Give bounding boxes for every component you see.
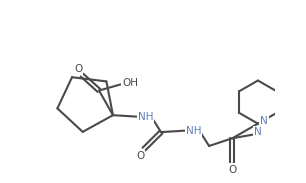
Text: NH: NH: [186, 126, 201, 136]
Text: O: O: [228, 165, 237, 175]
Text: N: N: [254, 127, 262, 137]
Text: OH: OH: [122, 78, 138, 88]
Text: NH: NH: [138, 112, 153, 122]
Text: O: O: [136, 151, 144, 161]
Text: O: O: [74, 64, 82, 74]
Text: N: N: [260, 116, 268, 126]
